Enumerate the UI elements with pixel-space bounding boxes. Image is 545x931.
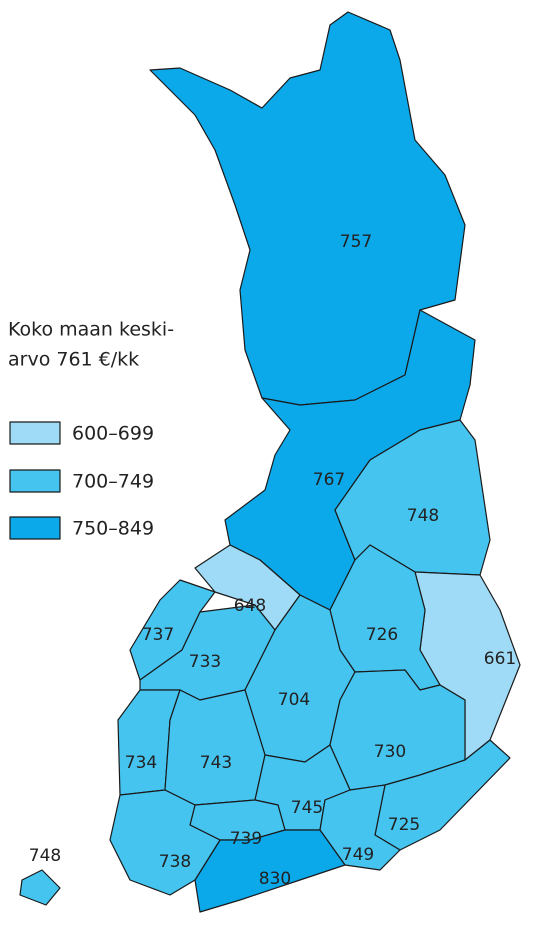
region-label: 726 bbox=[366, 625, 398, 645]
region-label: 757 bbox=[340, 232, 372, 252]
region-label: 734 bbox=[125, 753, 157, 773]
region-labels: 757 767 748 661 726 648 737 733 704 730 … bbox=[29, 232, 516, 889]
legend: Koko maan keski- arvo 761 €/kk 600–699 7… bbox=[8, 319, 174, 540]
region bbox=[109, 789, 221, 896]
region-label: 748 bbox=[29, 846, 61, 866]
legend-swatch bbox=[9, 421, 61, 445]
region-label: 648 bbox=[234, 596, 266, 616]
region-label: 739 bbox=[230, 829, 262, 849]
region-label: 743 bbox=[200, 753, 232, 773]
region-label: 730 bbox=[374, 742, 406, 762]
region-label: 737 bbox=[142, 625, 174, 645]
region bbox=[164, 689, 266, 806]
legend-swatch bbox=[9, 469, 61, 493]
region-label: 830 bbox=[259, 869, 291, 889]
regions bbox=[19, 11, 521, 913]
legend-title: Koko maan keski- bbox=[8, 319, 174, 341]
region-label: 767 bbox=[313, 470, 345, 490]
region-label: 749 bbox=[342, 845, 374, 865]
region bbox=[149, 11, 466, 406]
legend-title: arvo 761 €/kk bbox=[8, 349, 139, 371]
region bbox=[319, 784, 401, 871]
legend-label: 700–749 bbox=[72, 471, 154, 493]
region-label: 733 bbox=[189, 652, 221, 672]
region-label: 738 bbox=[159, 852, 191, 872]
region bbox=[19, 869, 61, 906]
region-label: 745 bbox=[291, 798, 323, 818]
region-label: 725 bbox=[388, 815, 420, 835]
region bbox=[194, 829, 346, 913]
region-label: 704 bbox=[278, 690, 310, 710]
legend-swatch bbox=[9, 516, 61, 540]
legend-label: 750–849 bbox=[72, 518, 154, 540]
region-label: 661 bbox=[484, 649, 516, 669]
region-label: 748 bbox=[407, 506, 439, 526]
legend-label: 600–699 bbox=[72, 423, 154, 445]
